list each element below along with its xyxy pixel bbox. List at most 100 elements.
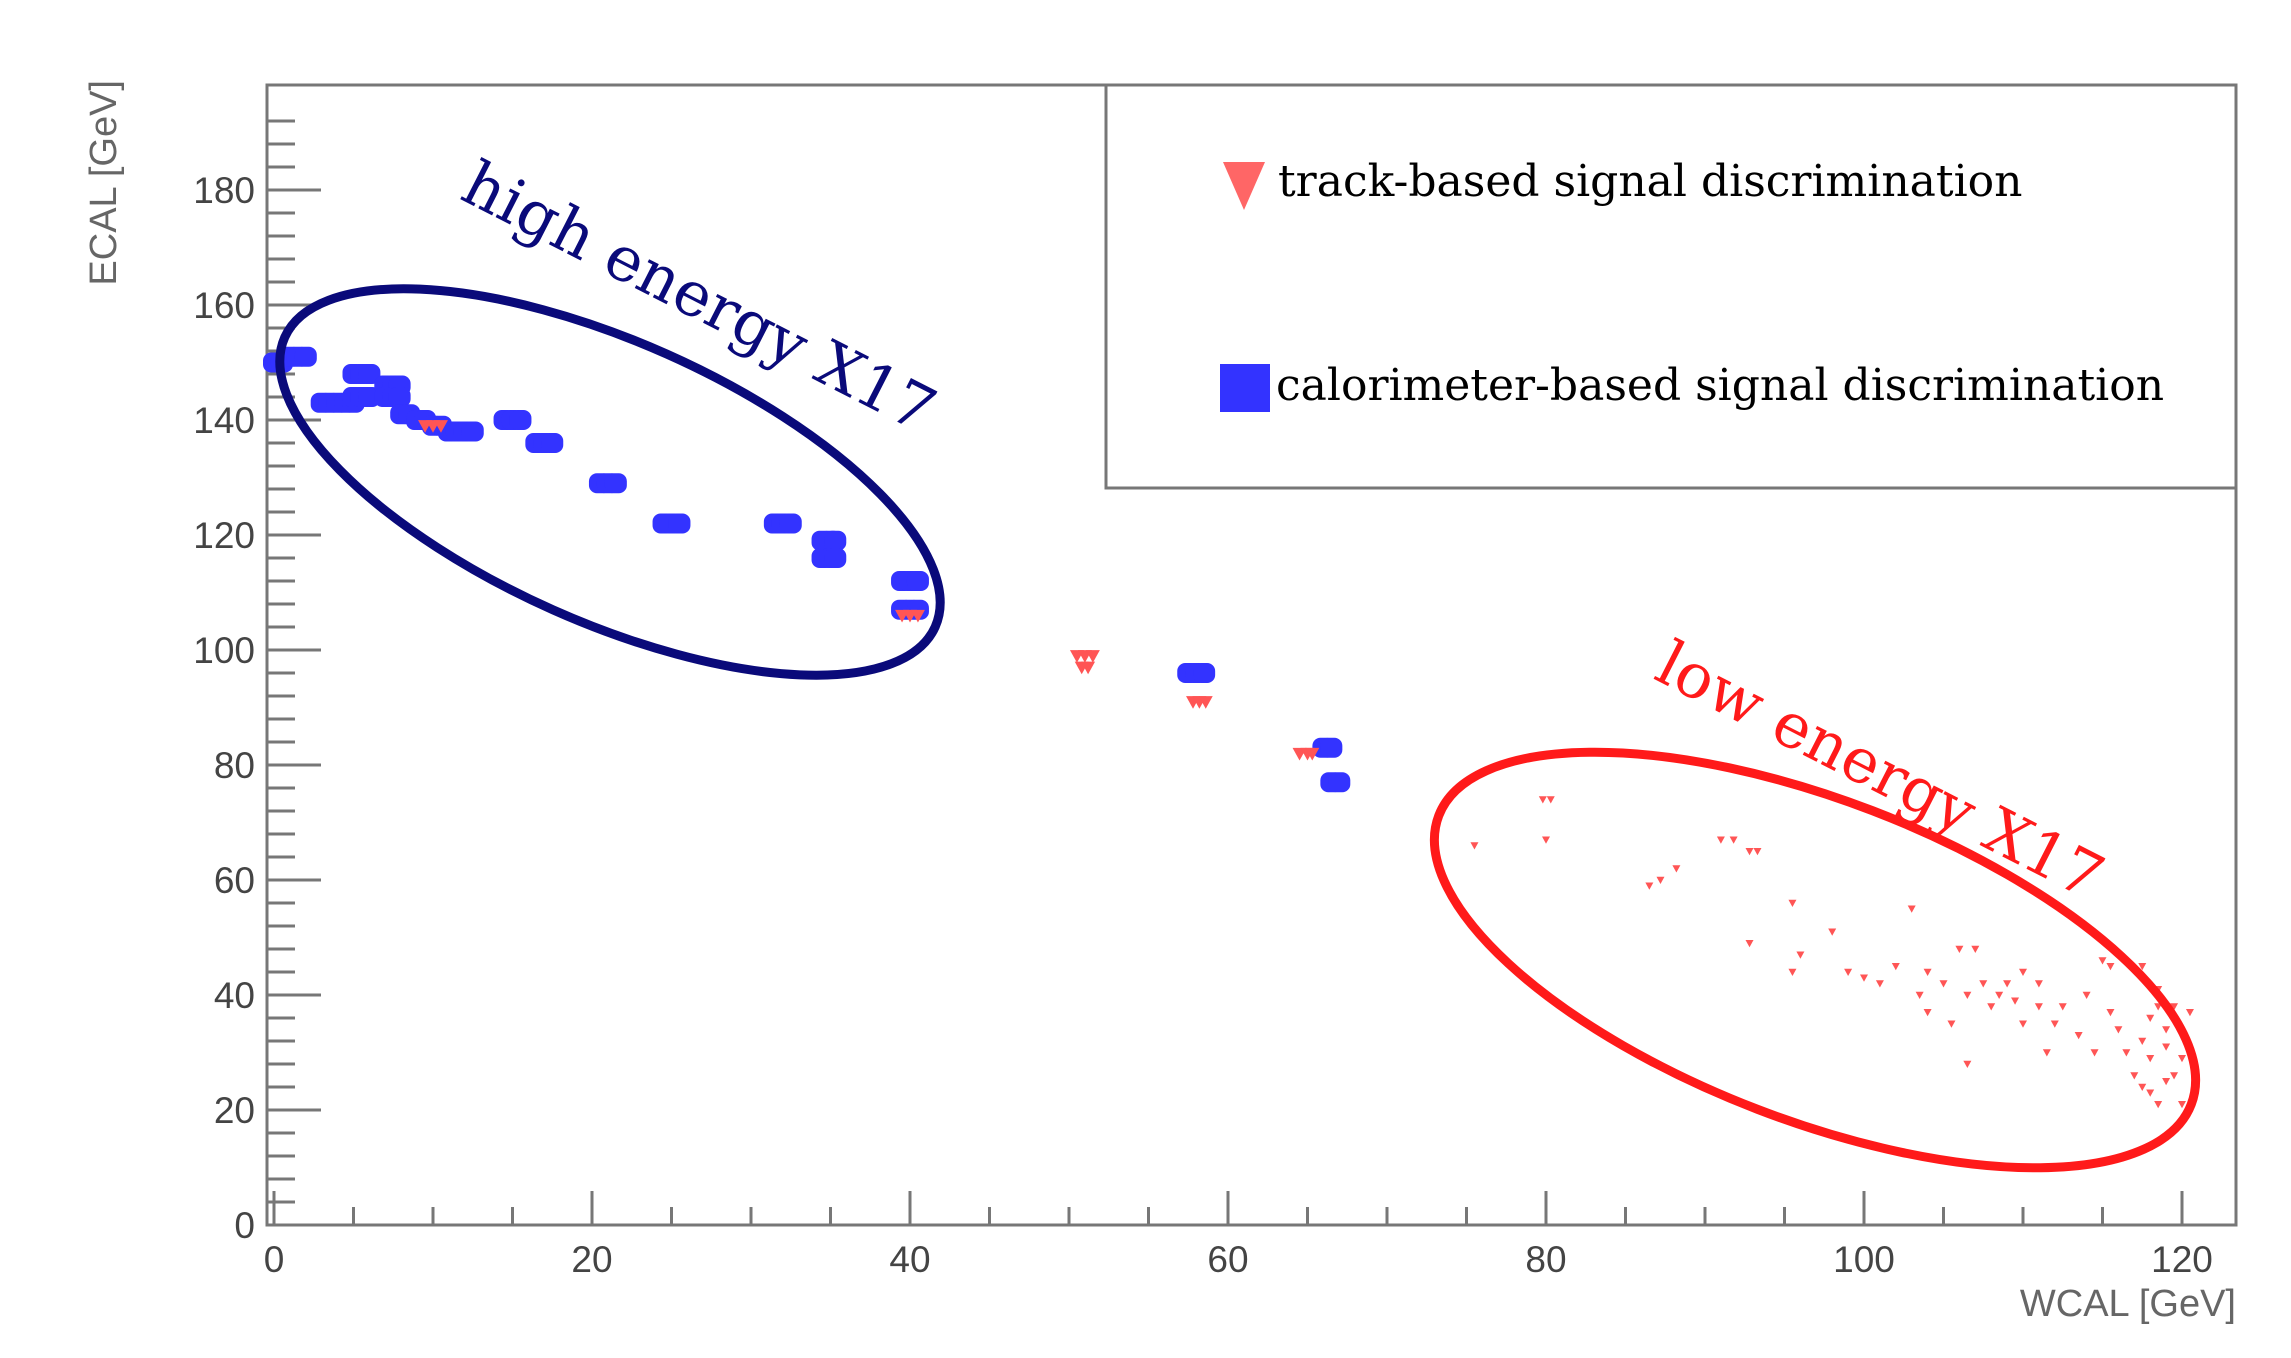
low-energy-label: low energy X17 bbox=[1645, 626, 2115, 914]
calorimeter-point bbox=[294, 346, 317, 367]
track-point bbox=[2058, 1003, 2067, 1011]
y-axis-ticks bbox=[267, 119, 321, 1227]
x-axis-ticks bbox=[272, 1191, 2184, 1225]
track-point bbox=[2090, 1049, 2099, 1057]
calorimeter-point bbox=[824, 530, 847, 551]
track-point bbox=[1979, 980, 1988, 988]
track-point bbox=[1745, 940, 1754, 948]
plot-frame bbox=[265, 83, 2238, 1227]
track-point bbox=[1305, 747, 1320, 761]
track-point bbox=[1923, 1009, 1932, 1017]
track-point bbox=[1788, 899, 1797, 907]
track-point bbox=[1915, 991, 1924, 999]
low-energy-ellipse bbox=[1429, 747, 2201, 1173]
track-point bbox=[2138, 1037, 2147, 1045]
track-point bbox=[1947, 1020, 1956, 1028]
calorimeter-point bbox=[824, 548, 847, 568]
x-axis-tick-labels: 0 20 40 60 80 100 120 bbox=[264, 1239, 2213, 1280]
track-point bbox=[1796, 951, 1805, 959]
track-point bbox=[1729, 836, 1738, 844]
track-point bbox=[1716, 836, 1725, 844]
track-point bbox=[1672, 865, 1681, 873]
track-point bbox=[1860, 974, 1868, 982]
calorimeter-point bbox=[604, 473, 627, 494]
track-point bbox=[2106, 1009, 2115, 1017]
calorimeter-point bbox=[541, 433, 564, 453]
track-point bbox=[2146, 1055, 2155, 1063]
legend-label-track: track-based signal discrimination bbox=[1278, 156, 2022, 207]
track-point bbox=[2138, 1083, 2147, 1091]
y-tick-label: 160 bbox=[193, 285, 255, 326]
track-points bbox=[418, 420, 2194, 1109]
track-point bbox=[1656, 876, 1665, 884]
track-point bbox=[1939, 980, 1948, 988]
x-tick-label: 20 bbox=[571, 1239, 612, 1280]
legend-frame bbox=[1104, 85, 2236, 490]
calorimeter-points bbox=[263, 346, 1351, 793]
track-point bbox=[2138, 963, 2147, 971]
track-point bbox=[2154, 1003, 2163, 1011]
y-tick-label: 0 bbox=[234, 1205, 255, 1246]
track-point bbox=[1955, 945, 1964, 953]
track-point bbox=[1987, 1003, 1996, 1011]
track-point bbox=[2162, 1026, 2171, 1034]
calorimeter-point bbox=[1193, 663, 1216, 683]
y-tick-label: 60 bbox=[214, 860, 255, 901]
track-point bbox=[1198, 696, 1213, 709]
track-point bbox=[1995, 991, 2004, 999]
legend-triangle-marker bbox=[1223, 162, 1265, 210]
track-point bbox=[2034, 1003, 2043, 1011]
calorimeter-point bbox=[668, 513, 691, 534]
track-point bbox=[2162, 1043, 2171, 1051]
track-point bbox=[1470, 842, 1479, 850]
track-point bbox=[2130, 1072, 2139, 1080]
track-point bbox=[1907, 905, 1916, 913]
y-tick-label: 20 bbox=[214, 1090, 255, 1131]
track-point bbox=[1546, 796, 1555, 804]
y-axis-tick-labels: 0 20 40 60 80 100 120 140 160 180 bbox=[193, 170, 255, 1246]
legend-label-calorimeter: calorimeter-based signal discrimination bbox=[1276, 360, 2164, 411]
calorimeter-point bbox=[461, 421, 484, 442]
y-tick-label: 80 bbox=[214, 745, 255, 786]
track-point bbox=[2106, 963, 2115, 971]
track-point bbox=[2122, 1049, 2131, 1057]
track-point bbox=[2011, 997, 2020, 1005]
x-tick-label: 40 bbox=[889, 1239, 930, 1280]
track-point bbox=[1645, 882, 1654, 890]
track-point bbox=[2146, 1014, 2155, 1022]
track-point bbox=[1745, 848, 1754, 856]
calorimeter-point bbox=[779, 513, 802, 534]
track-point bbox=[2019, 968, 2027, 976]
calorimeter-point bbox=[1328, 772, 1351, 793]
high-energy-label: high energy X17 bbox=[451, 146, 947, 447]
track-point bbox=[1844, 968, 1853, 976]
track-point bbox=[2154, 1101, 2163, 1109]
calorimeter-point bbox=[509, 410, 532, 430]
calorimeter-point bbox=[1320, 737, 1343, 758]
track-point bbox=[2114, 1026, 2123, 1034]
track-point bbox=[1963, 1060, 1972, 1068]
track-point bbox=[2170, 1072, 2179, 1080]
legend: track-based signal discrimination calori… bbox=[1104, 85, 2236, 490]
track-point bbox=[2042, 1049, 2051, 1057]
track-point bbox=[2074, 1032, 2083, 1040]
calorimeter-point bbox=[906, 571, 929, 591]
track-point bbox=[1788, 968, 1797, 976]
legend-square-marker bbox=[1220, 364, 1270, 412]
y-tick-label: 40 bbox=[214, 975, 255, 1016]
calorimeter-point bbox=[388, 387, 411, 407]
track-point bbox=[2082, 991, 2091, 999]
track-point bbox=[2178, 1055, 2186, 1063]
track-point bbox=[1542, 836, 1550, 844]
track-point bbox=[433, 420, 448, 433]
track-point bbox=[2146, 1089, 2155, 1097]
track-point bbox=[1753, 848, 1762, 856]
y-tick-label: 100 bbox=[193, 630, 255, 671]
x-tick-label: 60 bbox=[1207, 1239, 1248, 1280]
track-point bbox=[2050, 1020, 2059, 1028]
calorimeter-point bbox=[358, 364, 381, 384]
track-point bbox=[2162, 1078, 2171, 1086]
track-point bbox=[2178, 1101, 2186, 1109]
y-axis-title: ECAL [GeV] bbox=[83, 80, 125, 286]
x-tick-label: 0 bbox=[264, 1239, 285, 1280]
